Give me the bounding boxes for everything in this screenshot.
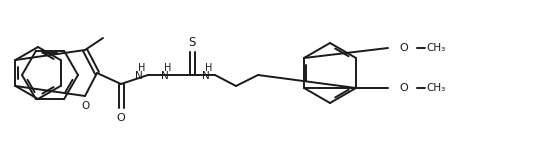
Text: O: O <box>400 43 408 53</box>
Text: O: O <box>117 113 126 123</box>
Text: H: H <box>138 63 146 73</box>
Text: H: H <box>164 63 171 73</box>
Text: O: O <box>400 83 408 93</box>
Text: H: H <box>205 63 213 73</box>
Text: CH₃: CH₃ <box>426 43 446 53</box>
Text: CH₃: CH₃ <box>426 83 446 93</box>
Text: N: N <box>202 71 210 81</box>
Text: O: O <box>81 101 89 111</box>
Text: N: N <box>161 71 169 81</box>
Text: S: S <box>188 37 195 49</box>
Text: N: N <box>135 71 143 81</box>
